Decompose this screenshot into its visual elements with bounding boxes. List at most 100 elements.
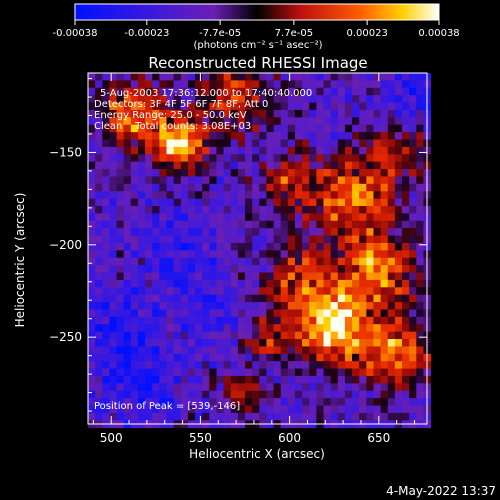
heatmap-cell — [309, 102, 317, 111]
heatmap-cell — [359, 176, 367, 185]
heatmap-cell — [137, 398, 146, 406]
heatmap-cell — [116, 95, 125, 103]
heatmap-cell — [409, 117, 417, 126]
heatmap-cell — [202, 235, 210, 244]
heatmap-cell — [102, 206, 110, 214]
heatmap-cell — [409, 73, 417, 81]
heatmap-cell — [409, 191, 417, 200]
heatmap-cell — [209, 213, 217, 222]
heatmap-cell — [287, 331, 296, 340]
heatmap-cells — [88, 73, 431, 429]
heatmap-cell — [152, 368, 160, 377]
heatmap-cell — [416, 339, 424, 347]
heatmap-cell — [359, 346, 367, 355]
heatmap-cell — [359, 102, 367, 111]
heatmap-cell — [273, 169, 282, 177]
heatmap-cell — [202, 80, 210, 89]
heatmap-cell — [102, 287, 110, 296]
heatmap-cell — [137, 213, 146, 222]
heatmap-cell — [316, 331, 324, 340]
heatmap-cell — [373, 390, 382, 399]
heatmap-cell — [88, 398, 96, 406]
heatmap-cell — [88, 95, 96, 103]
heatmap-cell — [344, 198, 353, 207]
heatmap-cell — [344, 279, 353, 288]
heatmap-cell — [152, 398, 160, 406]
heatmap-cell — [316, 279, 324, 288]
heatmap-cell — [95, 390, 103, 399]
heatmap-cell — [373, 161, 382, 170]
heatmap-cell — [337, 375, 346, 384]
heatmap-cell — [216, 198, 224, 207]
heatmap-cell — [373, 169, 382, 177]
heatmap-cell — [166, 316, 175, 325]
heatmap-cell — [216, 383, 224, 392]
heatmap-cell — [88, 265, 96, 273]
heatmap-cell — [145, 257, 153, 266]
heatmap-cell — [230, 302, 239, 310]
heatmap-cell — [95, 309, 103, 318]
heatmap-cell — [152, 353, 160, 362]
heatmap-cell — [416, 294, 424, 303]
heatmap-cell — [116, 102, 125, 111]
heatmap-cell — [202, 287, 210, 296]
heatmap-cell — [273, 87, 282, 96]
heatmap-cell — [380, 198, 389, 207]
heatmap-cell — [259, 353, 267, 362]
heatmap-cell — [95, 302, 103, 310]
heatmap-cell — [352, 257, 360, 266]
heatmap-cell — [366, 383, 374, 392]
heatmap-cell — [309, 235, 317, 244]
heatmap-cell — [195, 302, 203, 310]
heatmap-cell — [294, 80, 303, 89]
heatmap-cell — [352, 191, 360, 200]
heatmap-cell — [252, 294, 260, 303]
heatmap-cell — [159, 287, 167, 296]
heatmap-cell — [359, 132, 367, 140]
heatmap-cell — [330, 206, 339, 214]
heatmap-cell — [95, 265, 103, 273]
heatmap-cell — [387, 132, 396, 140]
heatmap-cell — [380, 95, 389, 103]
heatmap-cell — [130, 169, 139, 177]
heatmap-cell — [130, 390, 139, 399]
heatmap-cell — [95, 257, 103, 266]
heatmap-cell — [102, 272, 110, 281]
heatmap-cell — [109, 339, 117, 347]
heatmap-cell — [245, 161, 253, 170]
heatmap-cell — [187, 146, 196, 155]
heatmap-cell — [394, 109, 403, 118]
heatmap-cell — [416, 183, 424, 192]
heatmap-cell — [252, 368, 260, 377]
heatmap-cell — [145, 102, 153, 111]
heatmap-cell — [230, 198, 239, 207]
heatmap-cell — [88, 405, 96, 414]
heatmap-cell — [266, 398, 274, 406]
heatmap-cell — [287, 206, 296, 214]
heatmap-cell — [137, 331, 146, 340]
heatmap-cell — [259, 132, 267, 140]
heatmap-cell — [88, 176, 96, 185]
heatmap-cell — [316, 324, 324, 333]
heatmap-cell — [280, 375, 289, 384]
heatmap-cell — [187, 346, 196, 355]
heatmap-cell — [344, 206, 353, 214]
heatmap-cell — [266, 339, 274, 347]
heatmap-cell — [159, 95, 167, 103]
heatmap-cell — [187, 265, 196, 273]
heatmap-cell — [202, 398, 210, 406]
heatmap-cell — [152, 331, 160, 340]
heatmap-cell — [88, 213, 96, 222]
heatmap-cell — [266, 169, 274, 177]
heatmap-cell — [287, 73, 296, 81]
heatmap-cell — [409, 257, 417, 266]
heatmap-cell — [166, 368, 175, 377]
heatmap-cell — [209, 287, 217, 296]
heatmap-cell — [209, 235, 217, 244]
heatmap-cell — [173, 324, 182, 333]
heatmap-cell — [252, 73, 260, 81]
heatmap-cell — [202, 242, 210, 251]
heatmap-cell — [359, 316, 367, 325]
heatmap-cell — [323, 235, 332, 244]
heatmap-cell — [230, 102, 239, 111]
